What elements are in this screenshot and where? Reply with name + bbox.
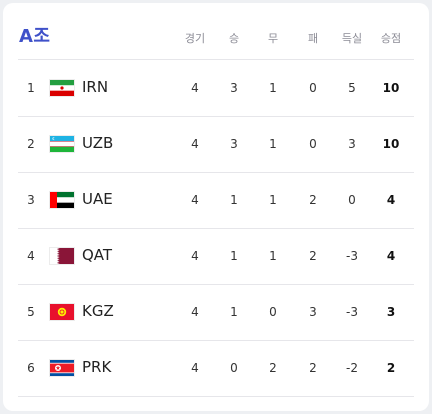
team-name[interactable]: PRK <box>82 358 112 376</box>
header-won: 승 <box>228 32 240 45</box>
goal-diff: 0 <box>348 193 356 207</box>
played: 4 <box>191 249 199 263</box>
drawn: 1 <box>269 137 277 151</box>
qatar-flag-icon <box>50 248 74 264</box>
table-row[interactable]: 5 KGZ 4 1 0 3 -3 3 <box>3 284 429 340</box>
points: 3 <box>386 305 396 319</box>
drawn: 0 <box>269 305 277 319</box>
header-goal-diff: 득실 <box>341 32 363 45</box>
goal-diff: 5 <box>348 81 356 95</box>
won: 1 <box>230 305 238 319</box>
lost: 0 <box>309 81 317 95</box>
lost: 3 <box>309 305 317 319</box>
team-name[interactable]: KGZ <box>82 302 114 320</box>
lost: 2 <box>309 249 317 263</box>
rank: 6 <box>27 361 35 375</box>
goal-diff: -2 <box>346 361 358 375</box>
goal-diff: -3 <box>346 249 358 263</box>
played: 4 <box>191 193 199 207</box>
lost: 2 <box>309 361 317 375</box>
group-title: A조 <box>19 26 51 47</box>
won: 3 <box>230 137 238 151</box>
uae-flag-icon <box>50 192 74 208</box>
points: 10 <box>382 137 400 151</box>
table-row[interactable]: 3 UAE 4 1 1 2 0 4 <box>3 172 429 228</box>
won: 0 <box>230 361 238 375</box>
points: 2 <box>386 361 396 375</box>
table-row[interactable]: 4 QAT 4 1 1 2 -3 4 <box>3 228 429 284</box>
lost: 2 <box>309 193 317 207</box>
won: 3 <box>230 81 238 95</box>
goal-diff: 3 <box>348 137 356 151</box>
won: 1 <box>230 249 238 263</box>
iran-flag-icon <box>50 80 74 96</box>
divider <box>18 228 414 229</box>
table-row[interactable]: 6 PRK 4 0 2 2 -2 2 <box>3 340 429 396</box>
points: 10 <box>382 81 400 95</box>
played: 4 <box>191 137 199 151</box>
drawn: 2 <box>269 361 277 375</box>
divider <box>18 340 414 341</box>
lost: 0 <box>309 137 317 151</box>
uzbekistan-flag-icon <box>50 136 74 152</box>
divider <box>18 59 414 60</box>
rank: 5 <box>27 305 35 319</box>
divider <box>18 284 414 285</box>
played: 4 <box>191 81 199 95</box>
header-played: 경기 <box>184 32 206 45</box>
divider <box>18 396 414 397</box>
points: 4 <box>386 249 396 263</box>
played: 4 <box>191 361 199 375</box>
won: 1 <box>230 193 238 207</box>
rank: 1 <box>27 81 35 95</box>
drawn: 1 <box>269 249 277 263</box>
north-korea-flag-icon <box>50 360 74 376</box>
team-name[interactable]: UAE <box>82 190 113 208</box>
drawn: 1 <box>269 193 277 207</box>
team-name[interactable]: UZB <box>82 134 114 152</box>
team-name[interactable]: IRN <box>82 78 109 96</box>
points: 4 <box>386 193 396 207</box>
divider <box>18 116 414 117</box>
team-name[interactable]: QAT <box>82 246 113 264</box>
header-points: 승점 <box>380 32 402 45</box>
header-lost: 패 <box>307 32 319 45</box>
rank: 4 <box>27 249 35 263</box>
divider <box>18 172 414 173</box>
header-drawn: 무 <box>267 32 279 45</box>
group-standings-card: A조 경기 승 무 패 득실 승점 1 IRN 4 3 1 0 5 10 2 <box>3 3 429 411</box>
played: 4 <box>191 305 199 319</box>
rank: 3 <box>27 193 35 207</box>
drawn: 1 <box>269 81 277 95</box>
rank: 2 <box>27 137 35 151</box>
kyrgyzstan-flag-icon <box>50 304 74 320</box>
table-row[interactable]: 1 IRN 4 3 1 0 5 10 <box>3 60 429 116</box>
table-row[interactable]: 2 UZB 4 3 1 0 3 10 <box>3 116 429 172</box>
goal-diff: -3 <box>346 305 358 319</box>
